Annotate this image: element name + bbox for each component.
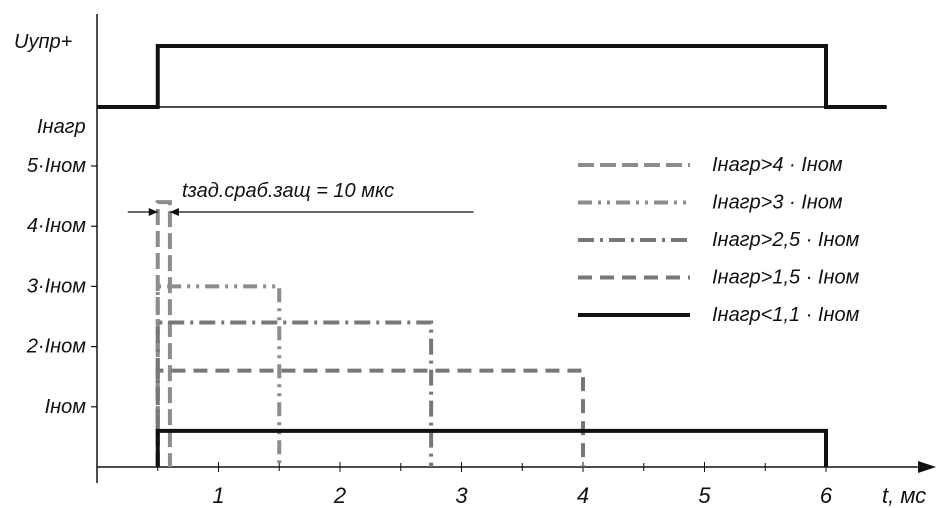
legend-label: Iнагр<1,1 · Iном bbox=[712, 304, 860, 326]
x-tick-label: 5 bbox=[698, 483, 711, 508]
y-tick-label: 3·Iном bbox=[27, 275, 86, 297]
axes bbox=[96, 14, 936, 483]
control-signal bbox=[97, 44, 887, 109]
current-axis-label: Iнагр bbox=[37, 116, 86, 138]
y-tick-label: 4·Iном bbox=[27, 215, 86, 237]
series-group bbox=[155, 200, 828, 467]
time-axis-arrow bbox=[918, 461, 936, 473]
x-tick-label: 2 bbox=[333, 483, 346, 508]
series-line bbox=[155, 320, 434, 467]
delay-marker bbox=[127, 208, 474, 216]
marker-arrow-right bbox=[169, 208, 179, 216]
control-pulse bbox=[97, 44, 887, 109]
y-tick-label: Iном bbox=[45, 396, 87, 418]
series-line bbox=[155, 284, 282, 467]
x-tick-label: 4 bbox=[577, 483, 589, 508]
y-tick-label: 2·Iном bbox=[26, 336, 86, 358]
x-tick-label: 6 bbox=[820, 483, 833, 508]
legend-label: Iнагр>4 · Iном bbox=[712, 154, 843, 176]
legend-label: Iнагр>2,5 · Iном bbox=[712, 229, 860, 251]
series-line bbox=[155, 428, 828, 467]
y-tick-label: 5·Iном bbox=[27, 155, 86, 177]
delay-annotation: tзад.сраб.защ = 10 мкс bbox=[182, 180, 394, 202]
legend-label: Iнагр>3 · Iном bbox=[712, 192, 843, 214]
legend-label: Iнагр>1,5 · Iном bbox=[712, 267, 860, 289]
legend: Iнагр>4 · Iном Iнагр>3 · Iном Iнагр>2,5 · … bbox=[578, 154, 860, 326]
x-tick-label: 3 bbox=[455, 483, 468, 508]
x-ticks: 1 2 3 4 5 6 bbox=[157, 462, 833, 508]
series-line bbox=[155, 368, 585, 467]
x-axis-label: t, мс bbox=[882, 483, 926, 508]
y-ticks: Iном 2·Iном 3·Iном 4·Iном 5·Iном bbox=[26, 155, 97, 418]
x-tick-label: 1 bbox=[212, 483, 224, 508]
control-signal-label: Uупр+ bbox=[14, 31, 72, 53]
marker-arrow-left bbox=[148, 208, 158, 216]
